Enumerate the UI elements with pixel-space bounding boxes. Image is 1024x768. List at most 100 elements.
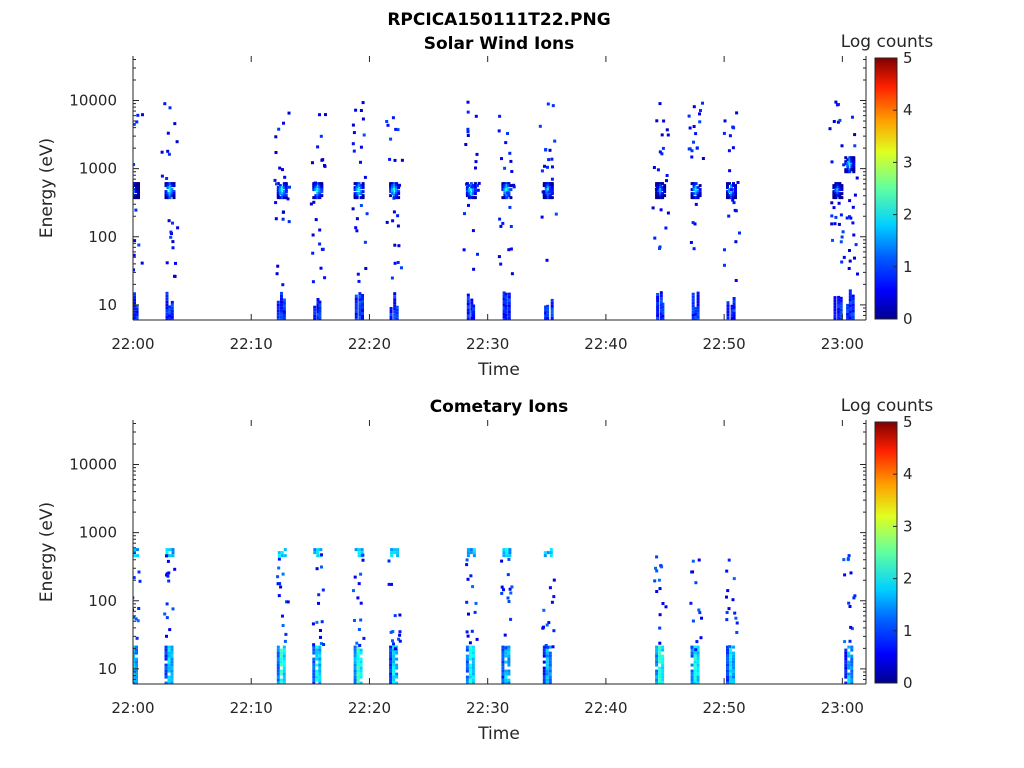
- heatmap-cell: [473, 186, 477, 190]
- heatmap-cell: [281, 283, 285, 287]
- heatmap-cell: [391, 219, 395, 223]
- heatmap-cell: [729, 666, 732, 670]
- x-tick-label: 22:30: [466, 335, 509, 353]
- heatmap-cell: [469, 182, 473, 186]
- y-tick-label: 1000: [79, 524, 117, 542]
- heatmap-cell: [837, 201, 841, 205]
- heatmap-cell: [847, 654, 851, 658]
- heatmap-cell: [542, 654, 546, 658]
- heatmap-cell: [732, 675, 735, 679]
- heatmap-cell: [133, 184, 136, 188]
- heatmap-cell: [696, 297, 700, 301]
- heatmap-cell: [691, 570, 695, 574]
- heatmap-cell: [853, 594, 857, 598]
- heatmap-cell: [546, 192, 550, 196]
- heatmap-cell: [542, 648, 546, 652]
- heatmap-cell: [548, 586, 552, 590]
- heatmap-cell: [512, 185, 516, 189]
- heatmap-cell: [732, 303, 736, 306]
- heatmap-cell: [836, 186, 840, 190]
- heatmap-cell: [163, 612, 167, 616]
- heatmap-cell: [723, 119, 727, 123]
- heatmap-cell: [279, 663, 283, 667]
- heatmap-cell: [165, 300, 169, 304]
- heatmap-cell: [689, 601, 693, 605]
- heatmap-cell: [538, 124, 542, 128]
- heatmap-cell: [397, 244, 401, 248]
- heatmap-cell: [135, 316, 139, 320]
- heatmap-cell: [548, 675, 552, 679]
- heatmap-cell: [357, 554, 361, 558]
- heatmap-cell: [505, 194, 509, 198]
- heatmap-cell: [468, 654, 472, 658]
- heatmap-cell: [655, 555, 659, 559]
- heatmap-cell: [542, 184, 546, 188]
- heatmap-cell: [734, 209, 738, 213]
- heatmap-cell: [287, 220, 291, 224]
- heatmap-cell: [504, 648, 508, 652]
- heatmap-cell: [164, 669, 168, 673]
- heatmap-cell: [501, 645, 505, 649]
- heatmap-cell: [167, 660, 171, 664]
- heatmap-cell: [393, 192, 397, 196]
- heatmap-cell: [847, 666, 851, 670]
- heatmap-cell: [846, 309, 850, 313]
- heatmap-cell: [690, 672, 694, 676]
- heatmap-cell: [276, 194, 280, 198]
- heatmap-cell: [658, 613, 662, 617]
- heatmap-cell: [276, 657, 280, 661]
- heatmap-cell: [282, 672, 286, 676]
- heatmap-cell: [497, 255, 501, 259]
- heatmap-cell: [551, 645, 555, 649]
- heatmap-cell: [395, 308, 399, 312]
- heatmap-cell: [465, 186, 469, 190]
- heatmap-cell: [468, 648, 472, 652]
- heatmap-cell: [510, 585, 514, 589]
- heatmap-cell: [465, 660, 469, 664]
- heatmap-cell: [361, 182, 365, 186]
- heatmap-cell: [738, 231, 741, 235]
- heatmap-cell: [394, 647, 397, 651]
- heatmap-cell: [282, 651, 286, 655]
- heatmap-cell: [696, 663, 700, 667]
- heatmap-cell: [725, 569, 729, 573]
- heatmap-cell: [542, 182, 546, 186]
- heatmap-cell: [659, 190, 663, 194]
- heatmap-cell: [279, 648, 283, 652]
- heatmap-cell: [168, 186, 172, 190]
- heatmap-cell: [173, 274, 176, 278]
- heatmap-cell: [318, 654, 322, 658]
- heatmap-cell: [133, 551, 136, 555]
- heatmap-cell: [501, 672, 505, 676]
- heatmap-cell: [475, 152, 479, 156]
- heatmap-cell: [698, 188, 702, 192]
- heatmap-cell: [466, 293, 470, 297]
- heatmap-cell: [505, 548, 509, 552]
- heatmap-cell: [135, 645, 138, 649]
- heatmap-cell: [467, 188, 471, 192]
- heatmap-cell: [163, 102, 167, 106]
- heatmap-cell: [850, 660, 854, 664]
- heatmap-cell: [540, 215, 544, 219]
- heatmap-cell: [278, 582, 282, 586]
- heatmap-cell: [502, 548, 506, 552]
- heatmap-cell: [727, 607, 731, 611]
- heatmap-cell: [692, 186, 696, 190]
- heatmap-cell: [135, 313, 139, 317]
- heatmap-cell: [279, 657, 283, 661]
- heatmap-cell: [164, 675, 168, 679]
- heatmap-cell: [691, 292, 695, 296]
- heatmap-cell: [281, 624, 285, 627]
- heatmap-cell: [693, 657, 697, 661]
- heatmap-cell: [165, 573, 168, 577]
- heatmap-cell: [313, 548, 317, 552]
- heatmap-cell: [389, 310, 393, 313]
- heatmap-cell: [501, 196, 505, 200]
- heatmap-cell: [166, 149, 170, 153]
- heatmap-cell: [140, 261, 144, 265]
- plot-area-solar-wind: [133, 56, 866, 320]
- heatmap-cell: [129, 676, 132, 679]
- heatmap-cell: [509, 247, 513, 251]
- heatmap-cell: [851, 318, 855, 320]
- heatmap-cell: [315, 651, 319, 655]
